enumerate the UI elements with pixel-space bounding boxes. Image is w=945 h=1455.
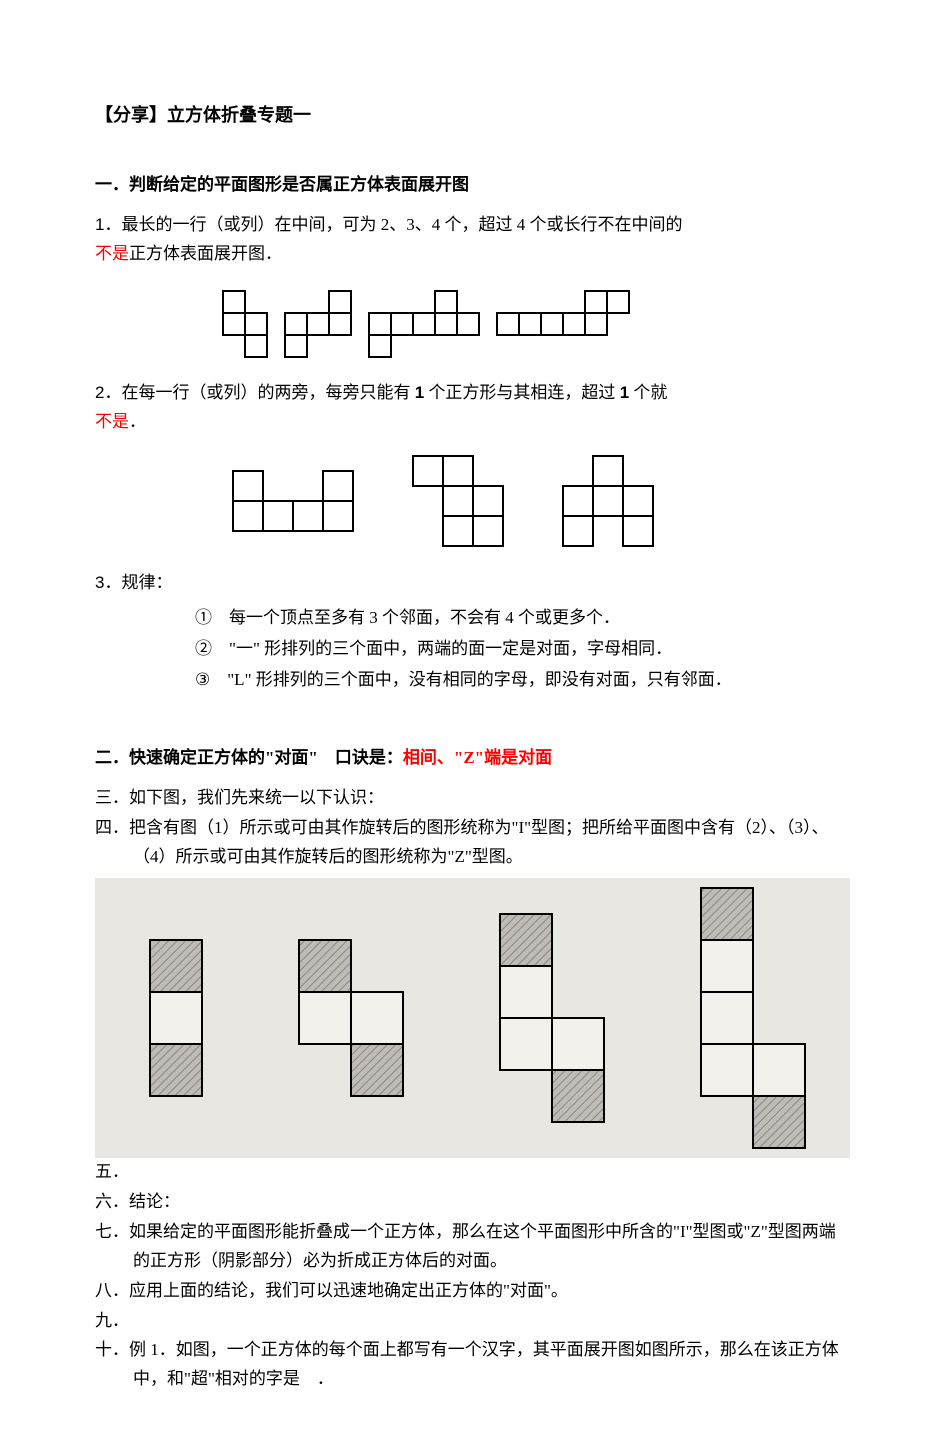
rule-2-a: 在每一行（或列）的两旁，每旁只能有 xyxy=(121,383,414,402)
rule-2-b: 个正方形与其相连，超过 xyxy=(424,383,620,402)
rule-2-red: 不是 xyxy=(95,412,129,431)
item-6: 六．结论： xyxy=(95,1188,850,1217)
section1-heading: 一．判断给定的平面图形是否属正方体表面展开图 xyxy=(95,171,850,200)
figure-1 xyxy=(95,283,850,361)
figure-2 xyxy=(95,451,850,551)
rule-1-red: 不是 xyxy=(95,244,129,263)
section2-heading-a: 二．快速确定正方体的"对面" 口诀是： xyxy=(95,748,403,767)
figure-3 xyxy=(95,878,850,1158)
item-9: 九． xyxy=(95,1307,850,1336)
rule-1-text-b: 正方体表面展开图． xyxy=(129,244,282,263)
item-7: 七．如果给定的平面图形能折叠成一个正方体，那么在这个平面图形中所含的"I"型图或… xyxy=(95,1218,850,1276)
rule-2-one-b: 1 xyxy=(620,383,629,402)
rule-2-one-a: 1 xyxy=(415,383,424,402)
rule-2-c: 个就 xyxy=(629,383,667,402)
doc-title: 【分享】立方体折叠专题一 xyxy=(95,100,850,131)
rule-1: 1．最长的一行（或列）在中间，可为 2、3、4 个，超过 4 个或长行不在中间的… xyxy=(95,211,850,269)
item-10: 十．例 1．如图，一个正方体的每个面上都写有一个汉字，其平面展开图如图所示，那么… xyxy=(95,1336,850,1394)
item-8: 八．应用上面的结论，我们可以迅速地确定出正方体的"对面"。 xyxy=(95,1277,850,1306)
rule-2-d: ． xyxy=(129,412,146,431)
rule-3-2: ② "一" 形排列的三个面中，两端的面一定是对面，字母相同． xyxy=(195,635,850,664)
rule-3-3: ③ "L" 形排列的三个面中，没有相同的字母，即没有对面，只有邻面． xyxy=(195,666,850,695)
section2-heading-red: 相间、"Z"端是对面 xyxy=(403,748,552,767)
section2-heading: 二．快速确定正方体的"对面" 口诀是：相间、"Z"端是对面 xyxy=(95,744,850,773)
rule-3-num: 3． xyxy=(95,573,121,592)
item-4: 四．把含有图（1）所示或可由其作旋转后的图形统称为"I"型图；把所给平面图中含有… xyxy=(95,814,850,872)
item-5: 五． xyxy=(95,1158,850,1187)
rule-3-list: ① 每一个顶点至多有 3 个邻面，不会有 4 个或更多个． ② "一" 形排列的… xyxy=(95,604,850,695)
rule-1-text-a: 最长的一行（或列）在中间，可为 2、3、4 个，超过 4 个或长行不在中间的 xyxy=(121,215,682,234)
item-3: 三．如下图，我们先来统一以下认识： xyxy=(95,784,850,813)
rule-1-num: 1． xyxy=(95,215,121,234)
rule-2-num: 2． xyxy=(95,383,121,402)
rule-3: 3．规律： xyxy=(95,569,850,598)
rule-2: 2．在每一行（或列）的两旁，每旁只能有 1 个正方形与其相连，超过 1 个就 不… xyxy=(95,379,850,437)
rule-3-1: ① 每一个顶点至多有 3 个邻面，不会有 4 个或更多个． xyxy=(195,604,850,633)
rule-3-label: 规律： xyxy=(121,573,172,592)
